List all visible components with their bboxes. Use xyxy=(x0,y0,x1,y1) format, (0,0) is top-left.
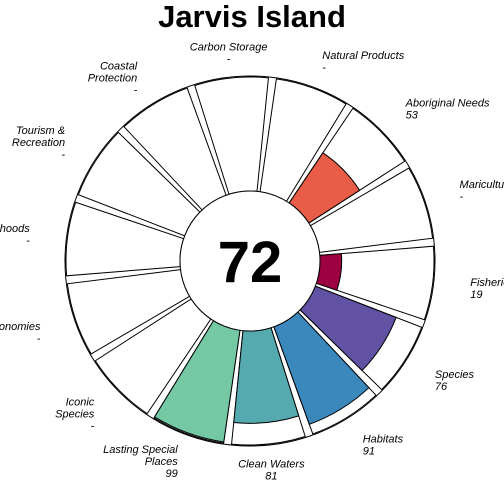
petal-label-species: Species 76 xyxy=(435,369,475,393)
petal-label-iconic-species: Iconic Species - xyxy=(55,397,95,433)
petal-label-natural-products: Natural Products - xyxy=(322,50,404,74)
petal-label-aboriginal-needs: Aboriginal Needs 53 xyxy=(405,97,490,121)
petal-label-economies: Economies- xyxy=(0,321,41,345)
center-circle xyxy=(179,190,321,332)
petal-label-tourism-recreation: Tourism & Recreation - xyxy=(12,125,66,161)
petal-label-fisheries: Fisheries19 xyxy=(470,277,504,301)
petal-label-livelihoods: Livelihoods- xyxy=(0,223,30,247)
petal-label-coastal-protection: Coastal Protection - xyxy=(88,61,138,97)
petal-label-clean-waters: Clean Waters 81 xyxy=(238,458,305,482)
center-score: 72 xyxy=(218,230,283,295)
outer-circle xyxy=(64,75,436,447)
petal-label-mariculture: Mariculture- xyxy=(460,179,504,203)
chart-title: Jarvis Island xyxy=(158,0,346,34)
petal-label-habitats: Habitats 91 xyxy=(363,433,404,457)
petal-label-lasting-special-places: Lasting Special Places 99 xyxy=(103,444,178,480)
petal-label-carbon-storage: Carbon Storage - xyxy=(190,42,268,66)
